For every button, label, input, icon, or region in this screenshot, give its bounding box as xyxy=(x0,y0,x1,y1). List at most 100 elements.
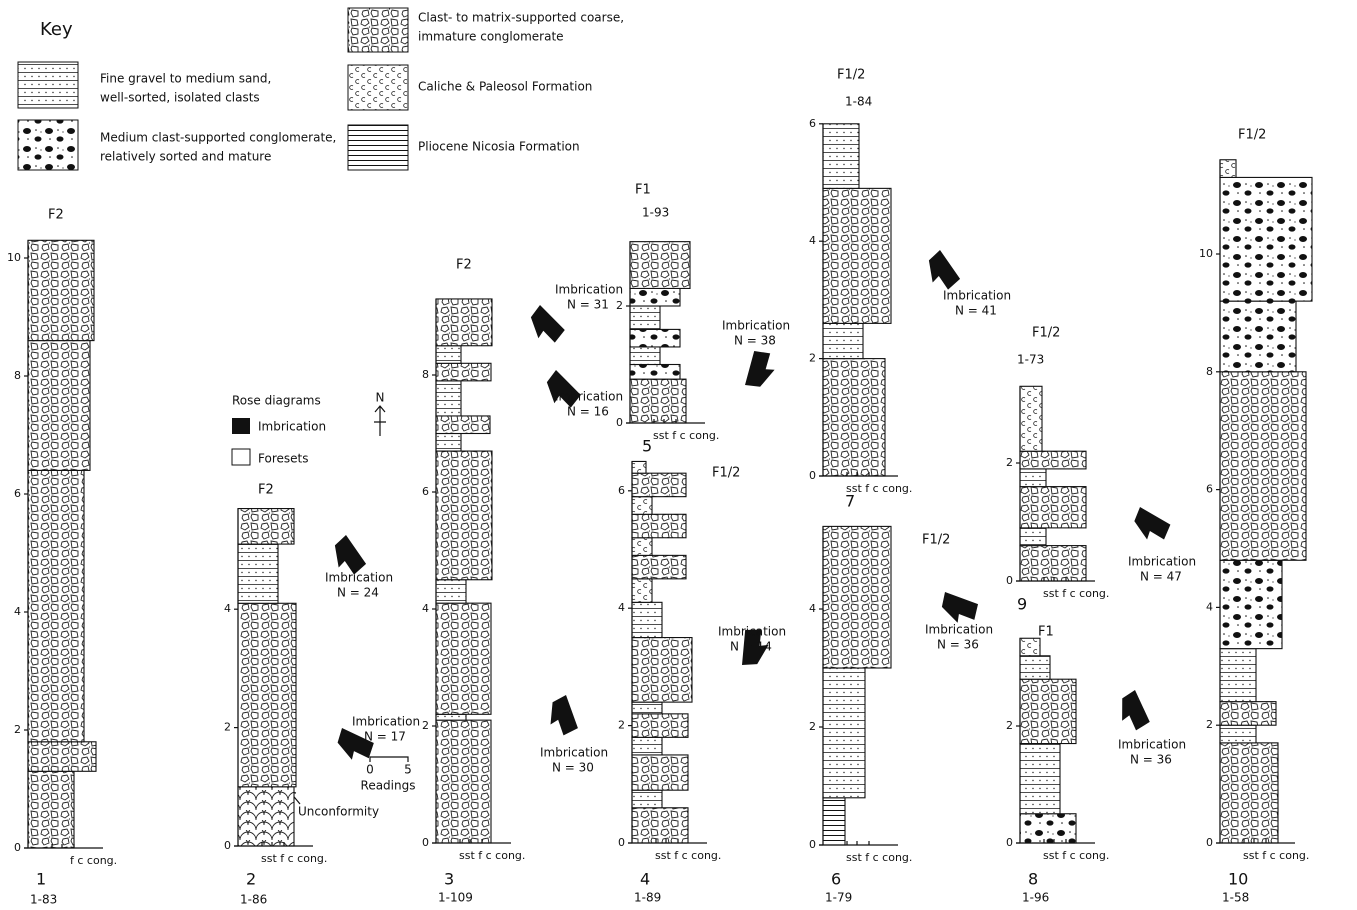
rose-count: N = 36 xyxy=(937,638,979,652)
bed xyxy=(823,359,885,476)
facies: F1/2 xyxy=(1238,128,1266,143)
key-title: Key xyxy=(40,19,73,40)
figure: Key Fine gravel to medium sand, well-sor… xyxy=(0,0,1357,910)
scale-label: Readings xyxy=(361,779,416,793)
tick-label: 0 xyxy=(422,836,429,849)
column-code: 1-58 xyxy=(1222,891,1249,905)
rose-count: N = 47 xyxy=(1140,570,1182,584)
rose-diagram xyxy=(1117,688,1151,732)
bed xyxy=(1020,656,1050,679)
rose-diagram xyxy=(1127,501,1174,548)
tick-label: 8 xyxy=(422,368,429,381)
bed xyxy=(632,808,688,843)
facies: F1/2 xyxy=(922,533,950,548)
bed xyxy=(1220,301,1296,372)
bed xyxy=(1020,451,1086,469)
bed xyxy=(238,603,296,787)
bed xyxy=(632,514,686,537)
rose-label: Imbrication xyxy=(325,571,393,585)
rose-count: N = 16 xyxy=(567,405,609,419)
bed xyxy=(238,544,278,603)
bed xyxy=(632,497,652,515)
facies: F1/2 xyxy=(712,466,740,481)
rose-count: N = 30 xyxy=(552,761,594,775)
column-number: 1 xyxy=(36,870,46,889)
tick-label: 10 xyxy=(7,251,21,264)
rose-label: Imbrication xyxy=(540,746,608,760)
bed xyxy=(436,416,490,434)
axis-label: sst f c cong. xyxy=(655,849,721,862)
bed xyxy=(630,379,686,423)
rose-label: Imbrication xyxy=(925,623,993,637)
rose-count: N = 38 xyxy=(734,334,776,348)
column-number: 8 xyxy=(1028,870,1038,889)
facies: F1/2 xyxy=(1032,326,1060,341)
tick-label: 8 xyxy=(1206,365,1213,378)
bed xyxy=(632,473,686,496)
key-swatch xyxy=(348,65,408,110)
tick-label: 2 xyxy=(618,719,625,732)
bed xyxy=(238,787,294,846)
bed xyxy=(436,346,461,364)
facies: F2 xyxy=(48,208,64,223)
north-arrow xyxy=(374,406,386,436)
bed xyxy=(632,755,688,790)
bed xyxy=(1220,743,1278,843)
legend-swatch xyxy=(232,418,250,434)
axis-label: sst f c cong. xyxy=(1043,587,1109,600)
rose-label: Imbrication xyxy=(943,289,1011,303)
tick-label: 2 xyxy=(616,299,623,312)
key-text: well-sorted, isolated clasts xyxy=(100,91,260,105)
bed xyxy=(632,790,662,808)
tick-label: 6 xyxy=(14,487,21,500)
bed xyxy=(28,240,94,340)
bed xyxy=(1020,487,1086,528)
tick-label: 2 xyxy=(809,720,816,733)
tick-label: 4 xyxy=(809,234,816,247)
tick-label: 6 xyxy=(1206,483,1213,496)
bed xyxy=(1220,702,1276,726)
column-number: 2 xyxy=(246,870,256,889)
bed xyxy=(1020,814,1076,843)
bed xyxy=(436,451,492,580)
bed xyxy=(1020,546,1086,581)
bed xyxy=(1220,649,1256,702)
tick-label: 6 xyxy=(618,484,625,497)
tick-label: 0 xyxy=(1206,836,1213,849)
bed xyxy=(823,124,859,189)
column-code: 1-86 xyxy=(240,893,267,907)
bed xyxy=(632,702,662,714)
axis-label: sst f c cong. xyxy=(846,482,912,495)
bed xyxy=(632,461,646,473)
column-code: 1-109 xyxy=(438,891,473,905)
tick-label: 0 xyxy=(1006,574,1013,587)
tick-label: 0 xyxy=(809,838,816,851)
column-number: 6 xyxy=(831,870,841,889)
bed xyxy=(436,720,491,843)
column-code: 1-93 xyxy=(642,206,669,220)
bed xyxy=(632,737,662,755)
bed xyxy=(1220,160,1236,178)
tick-label: 0 xyxy=(618,836,625,849)
tick-label: 0 xyxy=(616,416,623,429)
column-code: 1-83 xyxy=(30,893,57,907)
tick-label: 2 xyxy=(224,721,231,734)
key-text: Pliocene Nicosia Formation xyxy=(418,140,580,154)
key-text: immature conglomerate xyxy=(418,30,564,44)
bed xyxy=(436,434,461,452)
facies: F1/2 xyxy=(837,68,865,83)
rose-count: N = 31 xyxy=(567,298,609,312)
tick-label: 4 xyxy=(618,601,625,614)
rose-label: Imbrication xyxy=(555,390,623,404)
tick-label: 6 xyxy=(422,485,429,498)
scale-text: 5 xyxy=(404,763,412,777)
bed xyxy=(1020,638,1040,656)
bed xyxy=(823,526,891,668)
legend-text: Foresets xyxy=(258,452,308,466)
column-number: 10 xyxy=(1228,870,1248,889)
tick-label: 2 xyxy=(1206,718,1213,731)
column-number: 7 xyxy=(845,492,855,511)
axis-label: sst f c cong. xyxy=(653,429,719,442)
column-number: 5 xyxy=(642,437,652,456)
facies: F2 xyxy=(258,483,274,498)
